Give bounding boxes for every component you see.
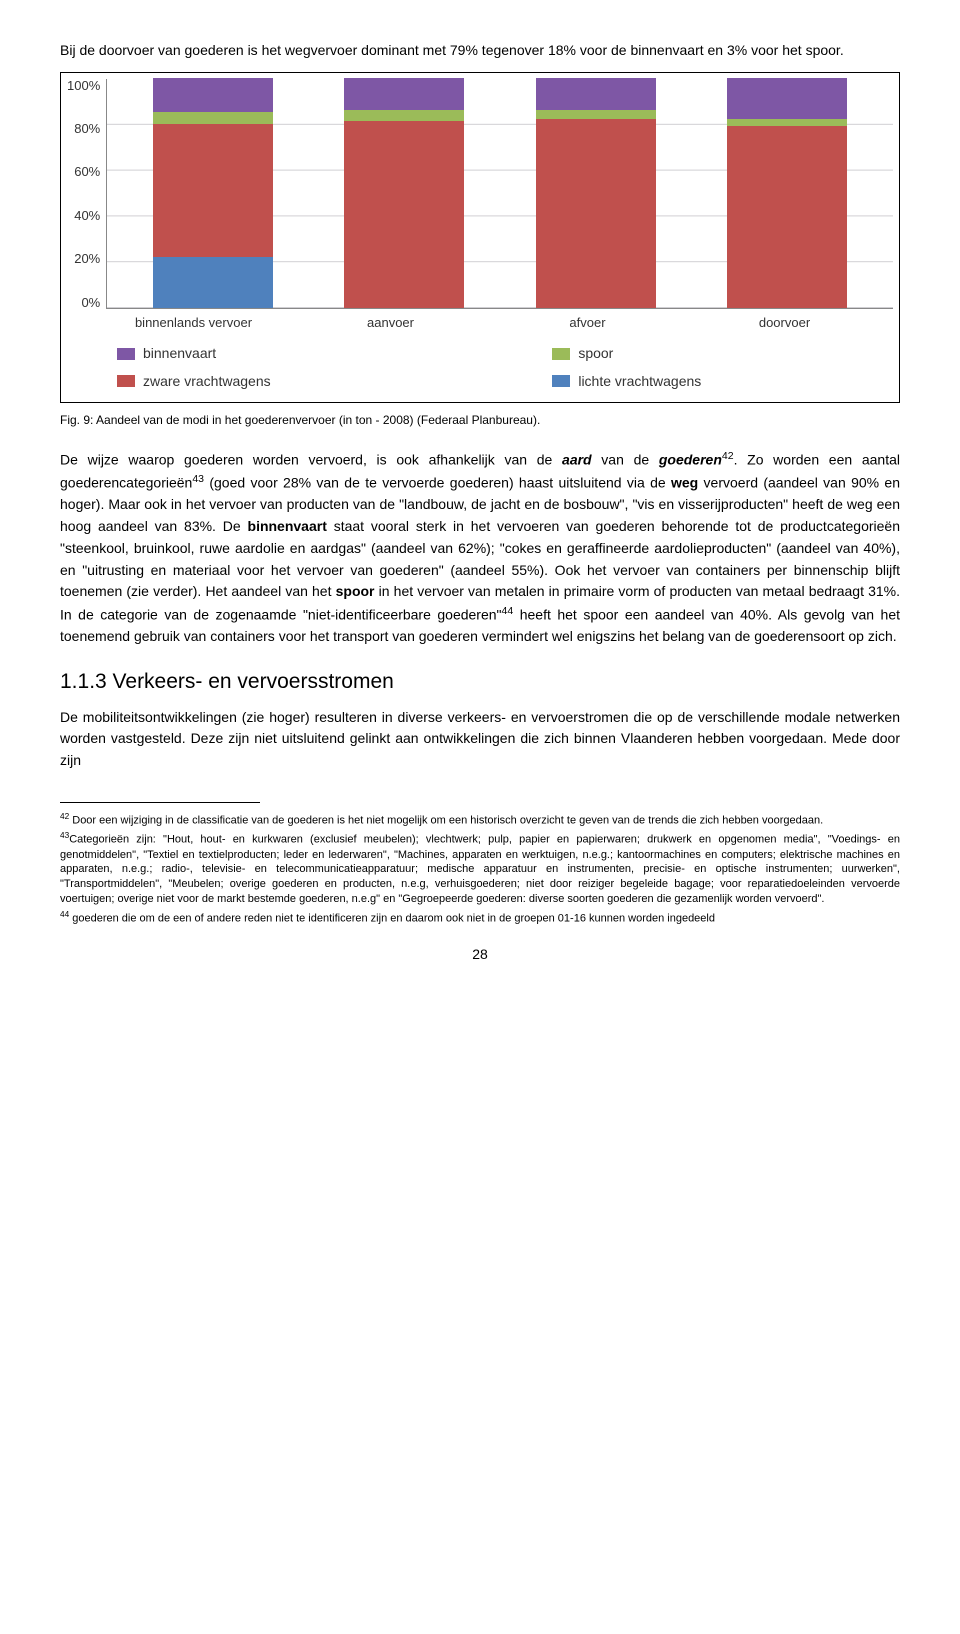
footnotes-block: 42 Door een wijziging in de classificati… (60, 811, 900, 927)
footnote-num: 42 (60, 812, 69, 821)
text: van de (592, 451, 659, 467)
y-axis: 100% 80% 60% 40% 20% 0% (67, 79, 106, 309)
footnote-ref: 42 (722, 450, 734, 462)
bar-segment-lichte (153, 257, 273, 308)
bar-segment-binnenvaart (536, 78, 656, 110)
body-paragraph-2: De mobiliteitsontwikkelingen (zie hoger)… (60, 707, 900, 772)
bar (153, 79, 273, 308)
legend-item-lichte: lichte vrachtwagens (552, 371, 893, 393)
legend-swatch (552, 375, 570, 387)
y-tick: 40% (74, 209, 100, 222)
bar-segment-zware (727, 126, 847, 308)
x-label: binnenlands vervoer (134, 313, 254, 333)
y-tick: 100% (67, 79, 100, 92)
legend-item-binnenvaart: binnenvaart (117, 343, 462, 365)
legend-label: binnenvaart (143, 343, 216, 365)
text: De wijze waarop goederen worden vervoerd… (60, 451, 562, 467)
footnote-num: 44 (60, 910, 69, 919)
y-tick: 0% (81, 296, 100, 309)
chart-legend: binnenvaart spoor zware vrachtwagens lichte… (67, 333, 893, 396)
footnote-separator (60, 802, 260, 803)
x-label: doorvoer (725, 313, 845, 333)
legend-label: zware vrachtwagens (143, 371, 271, 393)
footnote-42: 42 Door een wijziging in de classificati… (60, 811, 900, 829)
bar-segment-binnenvaart (344, 78, 464, 110)
legend-swatch (117, 348, 135, 360)
bold: binnenvaart (248, 518, 327, 534)
footnote-43: 43Categorieën zijn: "Hout, hout- en kurk… (60, 830, 900, 907)
bar (536, 79, 656, 308)
page-number: 28 (60, 944, 900, 966)
section-heading: 1.1.3 Verkeers- en vervoersstromen (60, 666, 900, 699)
footnote-ref: 43 (192, 473, 204, 485)
bar-segment-spoor (727, 119, 847, 126)
bar-segment-spoor (344, 110, 464, 122)
legend-label: lichte vrachtwagens (578, 371, 701, 393)
intro-paragraph: Bij de doorvoer van goederen is het wegv… (60, 40, 900, 62)
bar-segment-binnenvaart (153, 78, 273, 113)
emph: aard (562, 451, 592, 467)
chart-grid (106, 79, 893, 309)
bar (727, 79, 847, 308)
bar-segment-zware (153, 124, 273, 257)
x-label: aanvoer (331, 313, 451, 333)
footnote-text: Categorieën zijn: "Hout, hout- en kurkwa… (60, 834, 900, 905)
bar (344, 79, 464, 308)
legend-label: spoor (578, 343, 613, 365)
stacked-bar-chart: 100% 80% 60% 40% 20% 0% binnenlands vervoer aa… (60, 72, 900, 404)
bar-segment-spoor (536, 110, 656, 119)
footnote-num: 43 (60, 831, 69, 840)
legend-swatch (117, 375, 135, 387)
footnote-ref: 44 (502, 605, 514, 617)
footnote-text: goederen die om de een of andere reden n… (69, 913, 715, 925)
y-tick: 60% (74, 165, 100, 178)
footnote-text: Door een wijziging in de classificatie v… (69, 814, 823, 826)
bar-segment-zware (536, 119, 656, 308)
legend-item-zware: zware vrachtwagens (117, 371, 462, 393)
y-tick: 20% (74, 252, 100, 265)
legend-swatch (552, 348, 570, 360)
body-paragraph-1: De wijze waarop goederen worden vervoerd… (60, 448, 900, 648)
bar-segment-binnenvaart (727, 78, 847, 119)
x-label: afvoer (528, 313, 648, 333)
bold: spoor (336, 583, 375, 599)
y-tick: 80% (74, 122, 100, 135)
legend-item-spoor: spoor (552, 343, 893, 365)
bold: weg (671, 475, 698, 491)
figure-caption: Fig. 9: Aandeel van de modi in het goede… (60, 411, 900, 430)
text: (goed voor 28% van de te vervoerde goede… (204, 475, 671, 491)
bar-segment-spoor (153, 112, 273, 124)
emph: goederen (659, 451, 722, 467)
x-axis-labels: binnenlands vervoer aanvoer afvoer doorvoer (67, 309, 893, 333)
footnote-44: 44 goederen die om de een of andere rede… (60, 909, 900, 927)
bar-segment-zware (344, 121, 464, 307)
